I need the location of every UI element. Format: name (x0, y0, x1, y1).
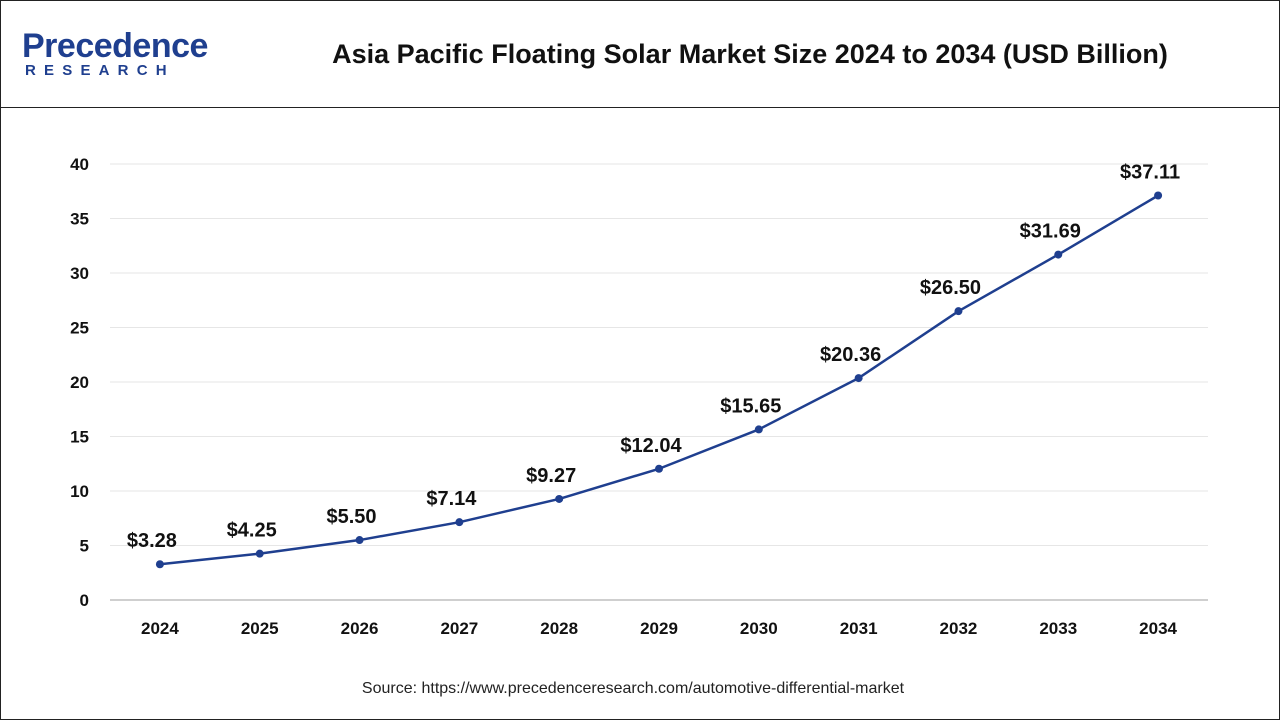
brand-logo-wordmark: Precedence (22, 27, 208, 65)
data-label: $26.50 (920, 277, 981, 299)
y-axis-ticks: 0 5 10 15 20 25 30 35 40 (70, 155, 89, 610)
header: Precedence RESEARCH Asia Pacific Floatin… (0, 0, 1280, 108)
brand-logo: Precedence RESEARCH (22, 28, 222, 84)
data-point (155, 560, 164, 569)
data-point (655, 464, 663, 473)
x-tick-label: 2032 (940, 619, 978, 638)
y-tick-label: 30 (70, 264, 89, 283)
y-tick-label: 5 (80, 537, 89, 556)
y-tick-label: 15 (70, 428, 89, 447)
data-point (954, 307, 963, 316)
data-label: $4.25 (227, 520, 277, 542)
x-tick-label: 2028 (540, 619, 578, 638)
x-tick-label: 2025 (241, 619, 279, 638)
gridlines (110, 163, 1208, 546)
brand-logo-subtitle: RESEARCH (25, 62, 175, 79)
data-point (255, 549, 264, 558)
x-tick-label: 2030 (740, 619, 778, 638)
data-point (1154, 191, 1163, 200)
data-point (555, 494, 564, 503)
data-label: $20.36 (820, 344, 881, 366)
x-tick-label: 2029 (640, 619, 678, 638)
data-label: $3.28 (127, 530, 177, 552)
y-tick-label: 10 (70, 482, 89, 501)
data-label: $5.50 (327, 506, 377, 528)
x-axis-ticks: 2024 2025 2026 2027 2028 2029 2030 2031 2032 2033… (141, 619, 1178, 638)
y-tick-label: 25 (70, 319, 89, 338)
data-label: $7.14 (426, 488, 477, 510)
data-points (155, 191, 1163, 569)
data-point (1054, 250, 1063, 259)
data-label: $31.69 (1020, 221, 1081, 243)
data-label: $37.11 (1120, 162, 1180, 184)
y-tick-label: 0 (80, 591, 89, 610)
y-tick-label: 40 (70, 155, 89, 174)
x-tick-label: 2031 (840, 619, 878, 638)
x-tick-label: 2034 (1139, 619, 1177, 638)
data-label: $15.65 (720, 395, 781, 417)
y-tick-label: 20 (70, 373, 89, 392)
series-line (159, 194, 1159, 566)
data-labels: $3.28 $4.25 $5.50 $7.14 $9.27 $12.04 $15.65 $20… (127, 162, 1180, 553)
x-tick-label: 2024 (141, 619, 179, 638)
data-label: $12.04 (620, 435, 682, 457)
data-point (754, 425, 763, 434)
data-point (854, 374, 863, 383)
x-tick-label: 2033 (1039, 619, 1077, 638)
data-point (355, 536, 364, 545)
y-tick-label: 35 (70, 210, 89, 229)
x-tick-label: 2026 (341, 619, 379, 638)
x-tick-label: 2027 (440, 619, 478, 638)
data-point (455, 518, 464, 527)
chart-title: Asia Pacific Floating Solar Market Size … (332, 39, 1168, 69)
source-note: Source: https://www.precedenceresearch.c… (361, 680, 905, 697)
data-label: $9.27 (526, 465, 576, 487)
